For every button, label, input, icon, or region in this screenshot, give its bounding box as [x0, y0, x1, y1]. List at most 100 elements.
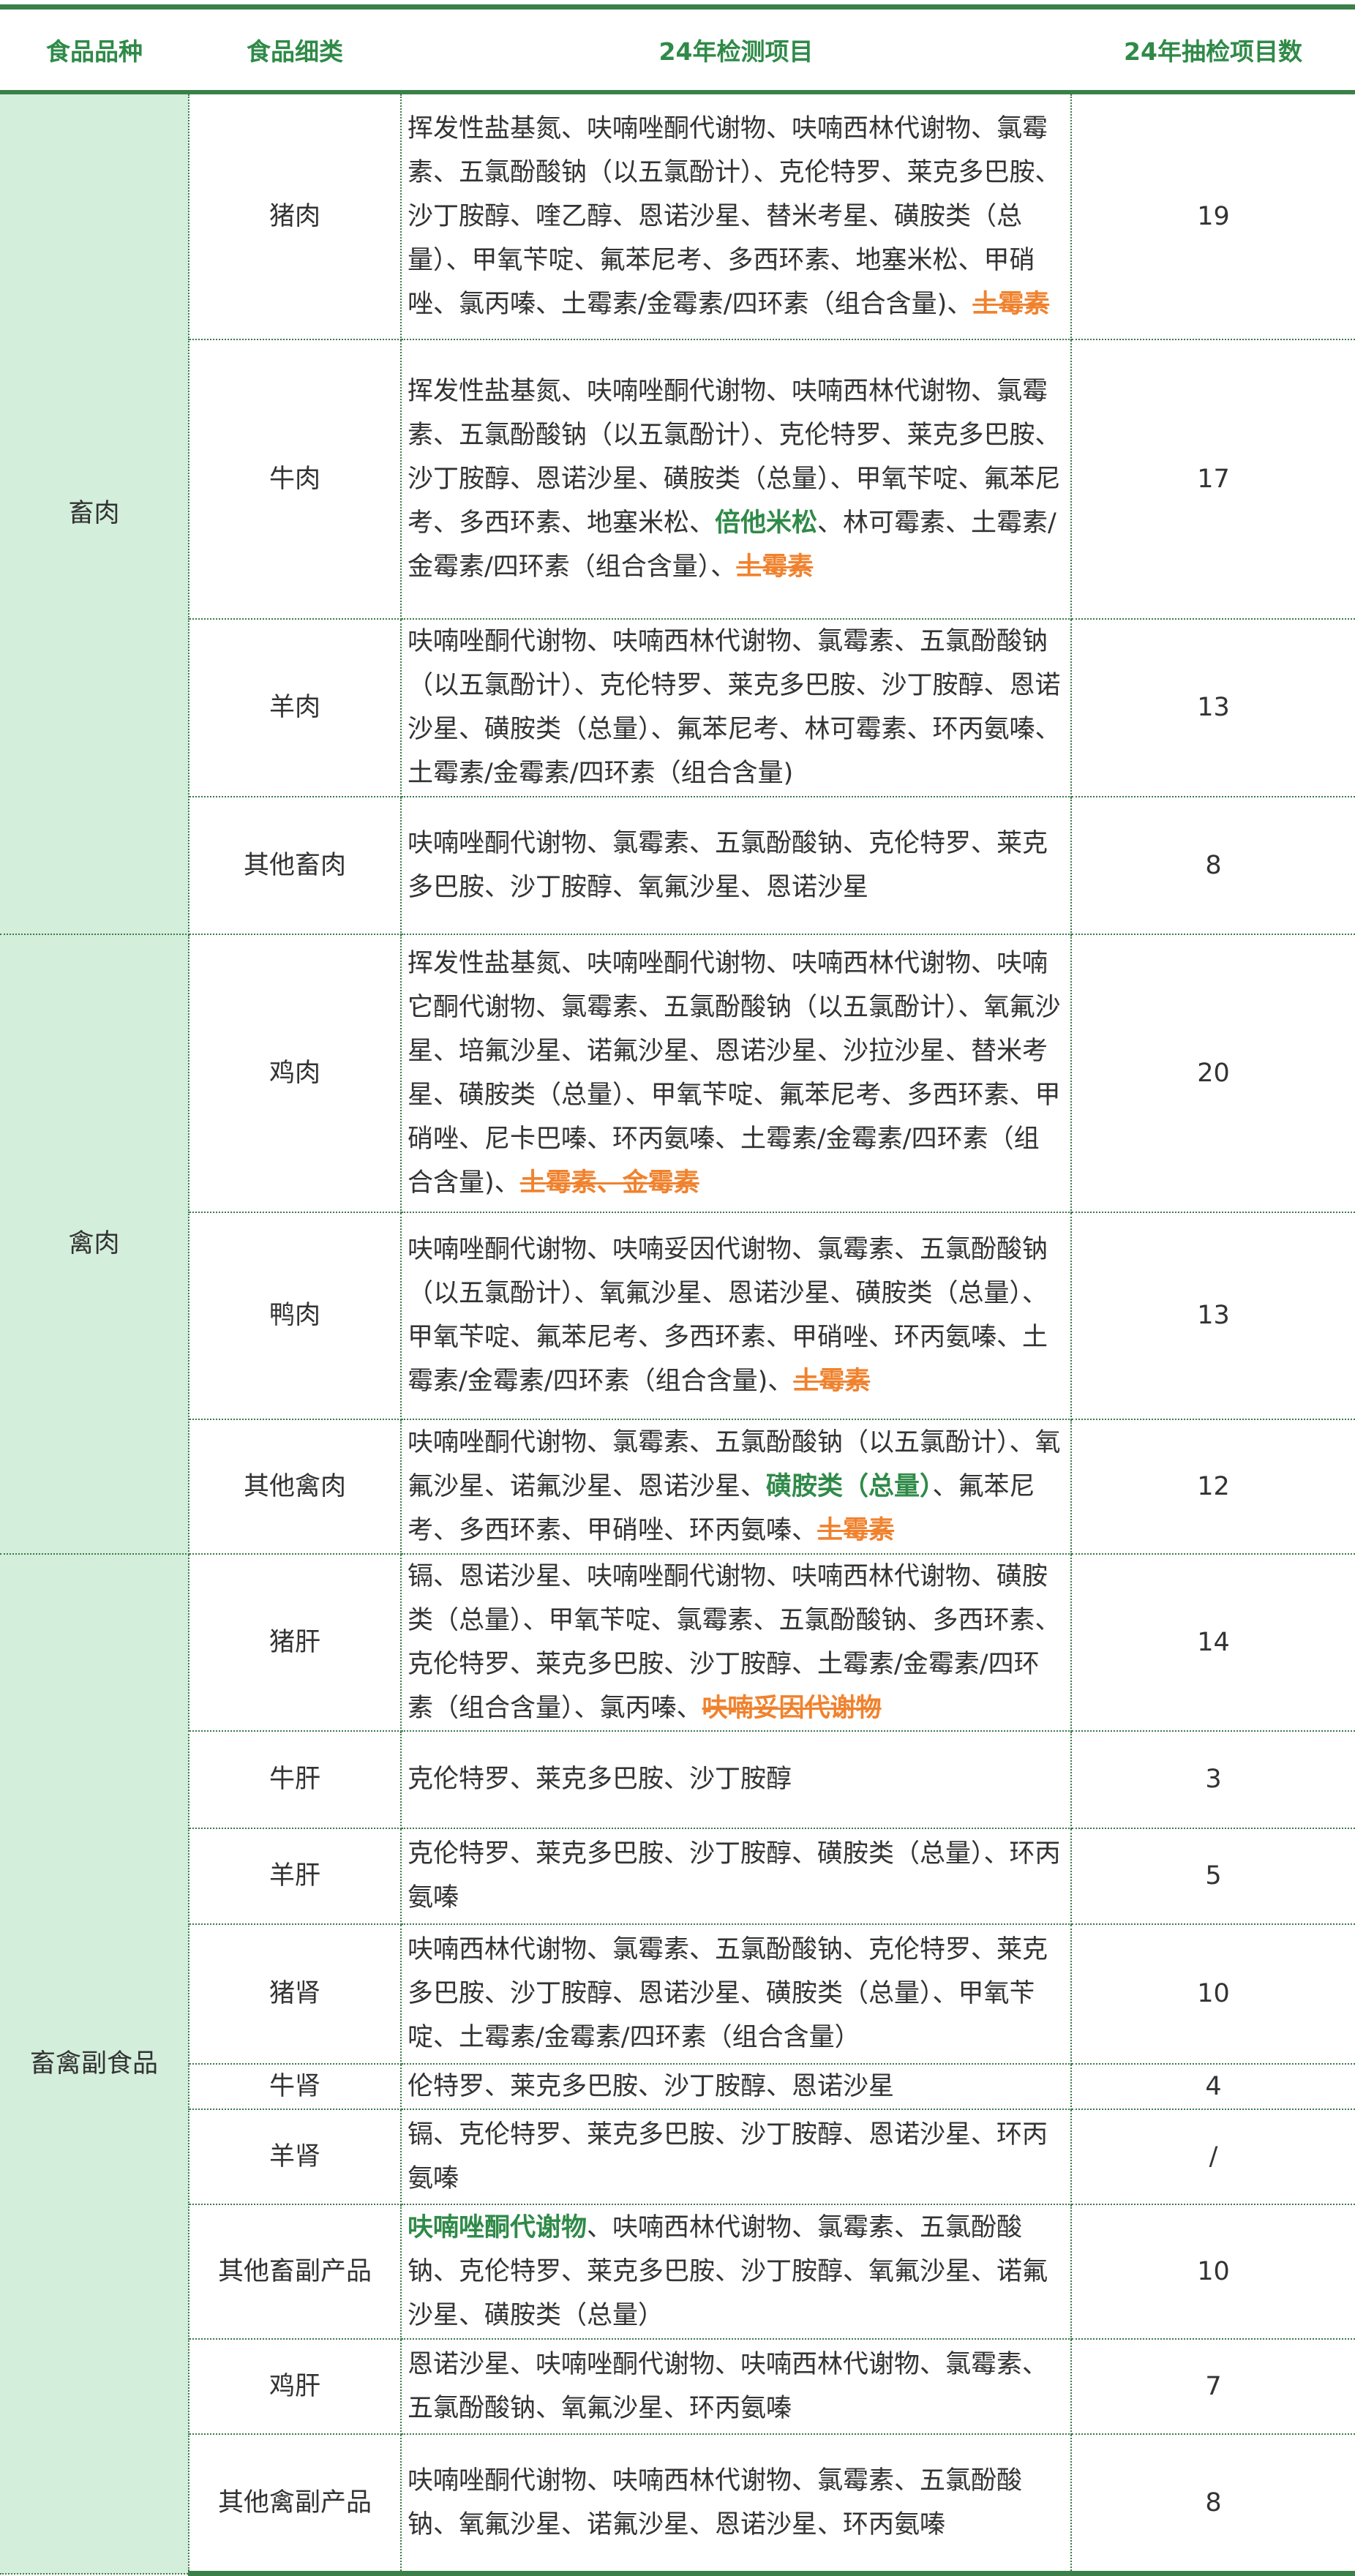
item-count-cell: / — [1070, 2108, 1355, 2205]
header-row: 食品品种 食品细类 24年检测项目 24年抽检项目数 — [0, 4, 1355, 94]
item-count-cell: 13 — [1070, 1211, 1355, 1420]
removed-item: 土霉素 — [793, 1367, 871, 1396]
subcategory-cell: 鸡肝 — [188, 2337, 402, 2435]
test-items-cell: 挥发性盐基氮、呋喃唑酮代谢物、呋喃西林代谢物、氯霉素、五氯酚酸钠（以五氯酚计）、… — [400, 91, 1072, 340]
test-items-cell: 伦特罗、莱克多巴胺、沙丁胺醇、恩诺沙星 — [400, 2062, 1072, 2110]
test-items-cell: 呋喃西林代谢物、氯霉素、五氯酚酸钠、克伦特罗、莱克多巴胺、沙丁胺醇、恩诺沙星、磺… — [400, 1923, 1072, 2065]
test-items-cell: 呋喃唑酮代谢物、呋喃西林代谢物、氯霉素、五氯酚酸钠（以五氯酚计）、克伦特罗、莱克… — [400, 617, 1072, 797]
subcategory-cell: 鸡肉 — [188, 933, 402, 1213]
table-row: 鸭肉 呋喃唑酮代谢物、呋喃妥因代谢物、氯霉素、五氯酚酸钠（以五氯酚计）、氧氟沙星、… — [0, 1211, 1355, 1420]
item-count-cell: 5 — [1070, 1827, 1355, 1925]
item-text: 、林可霉素、土霉素/金霉素/四环素（组合含量）、 — [408, 508, 1056, 582]
removed-item: 呋喃妥因代谢物 — [702, 1693, 882, 1723]
header-count: 24年抽检项目数 — [1071, 4, 1355, 94]
table-row: 其他禽副产品 呋喃唑酮代谢物、呋喃西林代谢物、氯霉素、五氯酚酸钠、氧氟沙星、诺氟沙… — [0, 2433, 1355, 2576]
item-count-cell: 19 — [1070, 91, 1355, 340]
test-items-cell: 镉、克伦特罗、莱克多巴胺、沙丁胺醇、恩诺沙星、环丙氨嗪 — [400, 2108, 1072, 2205]
subcategory-cell: 其他畜肉 — [188, 795, 402, 935]
test-items-cell: 呋喃唑酮代谢物、氯霉素、五氯酚酸钠（以五氯酚计）、氧氟沙星、诺氟沙星、恩诺沙星、… — [400, 1418, 1072, 1555]
item-text: 镉、恩诺沙星、呋喃唑酮代谢物、呋喃西林代谢物、磺胺类（总量）、甲氧苄啶、氯霉素、… — [408, 1561, 1061, 1723]
category-cell: 畜肉 — [0, 91, 189, 935]
item-count-cell: 10 — [1070, 2203, 1355, 2340]
test-items-cell: 呋喃唑酮代谢物、呋喃西林代谢物、氯霉素、五氯酚酸钠、氧氟沙星、诺氟沙星、恩诺沙星… — [400, 2433, 1072, 2576]
test-items-cell: 恩诺沙星、呋喃唑酮代谢物、呋喃西林代谢物、氯霉素、五氯酚酸钠、氧氟沙星、环丙氨嗪 — [400, 2337, 1072, 2435]
test-items-cell: 克伦特罗、莱克多巴胺、沙丁胺醇、磺胺类（总量）、环丙氨嗪 — [400, 1827, 1072, 1925]
header-subcategory: 食品细类 — [189, 4, 401, 94]
test-items-cell: 克伦特罗、莱克多巴胺、沙丁胺醇 — [400, 1730, 1072, 1829]
removed-item: 土霉素 — [972, 289, 1050, 319]
subcategory-cell: 牛肾 — [188, 2062, 402, 2110]
item-text: 伦特罗、莱克多巴胺、沙丁胺醇、恩诺沙星 — [408, 2071, 895, 2101]
subcategory-cell: 牛肝 — [188, 1730, 402, 1829]
table-row: 羊肾 镉、克伦特罗、莱克多巴胺、沙丁胺醇、恩诺沙星、环丙氨嗪 / — [0, 2108, 1355, 2205]
item-text: 呋喃唑酮代谢物、氯霉素、五氯酚酸钠（以五氯酚计）、氧氟沙星、诺氟沙星、恩诺沙星、 — [408, 1427, 1061, 1501]
test-items-cell: 呋喃唑酮代谢物、氯霉素、五氯酚酸钠、克伦特罗、莱克多巴胺、沙丁胺醇、氧氟沙星、恩… — [400, 795, 1072, 935]
item-text: 挥发性盐基氮、呋喃唑酮代谢物、呋喃西林代谢物、氯霉素、五氯酚酸钠（以五氯酚计）、… — [408, 376, 1061, 538]
table-row: 猪肾 呋喃西林代谢物、氯霉素、五氯酚酸钠、克伦特罗、莱克多巴胺、沙丁胺醇、恩诺沙星… — [0, 1923, 1355, 2065]
table-row: 牛肾 伦特罗、莱克多巴胺、沙丁胺醇、恩诺沙星 4 — [0, 2062, 1355, 2110]
subcategory-cell: 鸭肉 — [188, 1211, 402, 1420]
added-item: 倍他米松 — [715, 508, 818, 538]
subcategory-cell: 其他禽副产品 — [188, 2433, 402, 2576]
test-items-cell: 挥发性盐基氮、呋喃唑酮代谢物、呋喃西林代谢物、氯霉素、五氯酚酸钠（以五氯酚计）、… — [400, 338, 1072, 620]
subcategory-cell: 羊肝 — [188, 1827, 402, 1925]
item-text: 呋喃唑酮代谢物、呋喃妥因代谢物、氯霉素、五氯酚酸钠（以五氯酚计）、氧氟沙星、恩诺… — [408, 1235, 1048, 1396]
subcategory-cell: 羊肉 — [188, 617, 402, 797]
test-items-cell: 挥发性盐基氮、呋喃唑酮代谢物、呋喃西林代谢物、呋喃它酮代谢物、氯霉素、五氯酚酸钠… — [400, 933, 1072, 1213]
item-text: 克伦特罗、莱克多巴胺、沙丁胺醇、磺胺类（总量）、环丙氨嗪 — [408, 1839, 1061, 1912]
category-cell: 畜禽副食品 — [0, 1552, 189, 2575]
added-item: 磺胺类（总量） — [766, 1471, 933, 1501]
header-category: 食品品种 — [0, 4, 189, 94]
added-item: 呋喃唑酮代谢物 — [408, 2212, 588, 2242]
item-text: 挥发性盐基氮、呋喃唑酮代谢物、呋喃西林代谢物、氯霉素、五氯酚酸钠（以五氯酚计）、… — [408, 113, 1061, 319]
item-count-cell: 10 — [1070, 1923, 1355, 2065]
table-row: 羊肉 呋喃唑酮代谢物、呋喃西林代谢物、氯霉素、五氯酚酸钠（以五氯酚计）、克伦特罗、… — [0, 617, 1355, 797]
item-text: 、呋喃西林代谢物、氯霉素、五氯酚酸钠、克伦特罗、莱克多巴胺、沙丁胺醇、氧氟沙星、… — [408, 2212, 1048, 2330]
table-row: 畜肉 猪肉 挥发性盐基氮、呋喃唑酮代谢物、呋喃西林代谢物、氯霉素、五氯酚酸钠（以五氯… — [0, 91, 1355, 935]
category-cell: 禽肉 — [0, 933, 189, 1555]
table-row: 牛肉 挥发性盐基氮、呋喃唑酮代谢物、呋喃西林代谢物、氯霉素、五氯酚酸钠（以五氯酚计… — [0, 338, 1355, 620]
item-text: 呋喃唑酮代谢物、氯霉素、五氯酚酸钠、克伦特罗、莱克多巴胺、沙丁胺醇、氧氟沙星、恩… — [408, 828, 1048, 902]
subcategory-cell: 猪肝 — [188, 1552, 402, 1732]
subcategory-cell: 其他畜副产品 — [188, 2203, 402, 2340]
item-count-cell: 13 — [1070, 617, 1355, 797]
table-row: 其他畜副产品 呋喃唑酮代谢物、呋喃西林代谢物、氯霉素、五氯酚酸钠、克伦特罗、莱克多… — [0, 2203, 1355, 2340]
subcategory-cell: 猪肉 — [188, 91, 402, 340]
item-count-cell: 8 — [1070, 2433, 1355, 2576]
table-row: 其他禽肉 呋喃唑酮代谢物、氯霉素、五氯酚酸钠（以五氯酚计）、氧氟沙星、诺氟沙星、恩… — [0, 1418, 1355, 1555]
item-text: 镉、克伦特罗、莱克多巴胺、沙丁胺醇、恩诺沙星、环丙氨嗪 — [408, 2119, 1048, 2193]
test-items-cell: 镉、恩诺沙星、呋喃唑酮代谢物、呋喃西林代谢物、磺胺类（总量）、甲氧苄啶、氯霉素、… — [400, 1552, 1072, 1732]
removed-item: 土霉素 — [736, 552, 814, 582]
table-row: 其他畜肉 呋喃唑酮代谢物、氯霉素、五氯酚酸钠、克伦特罗、莱克多巴胺、沙丁胺醇、氧氟… — [0, 795, 1355, 935]
item-count-cell: 8 — [1070, 795, 1355, 935]
inspection-items-table: 食品品种 食品细类 24年检测项目 24年抽检项目数 畜肉 猪肉 挥发性盐基氮、呋喃… — [0, 4, 1355, 2576]
table-row: 羊肝 克伦特罗、莱克多巴胺、沙丁胺醇、磺胺类（总量）、环丙氨嗪 5 — [0, 1827, 1355, 1925]
table-body: 畜肉 猪肉 挥发性盐基氮、呋喃唑酮代谢物、呋喃西林代谢物、氯霉素、五氯酚酸钠（以五氯… — [0, 91, 1355, 2576]
item-text: 挥发性盐基氮、呋喃唑酮代谢物、呋喃西林代谢物、呋喃它酮代谢物、氯霉素、五氯酚酸钠… — [408, 948, 1061, 1198]
removed-item: 土霉素 — [817, 1515, 895, 1545]
item-count-cell: 20 — [1070, 933, 1355, 1213]
item-count-cell: 17 — [1070, 338, 1355, 620]
test-items-cell: 呋喃唑酮代谢物、呋喃西林代谢物、氯霉素、五氯酚酸钠、克伦特罗、莱克多巴胺、沙丁胺… — [400, 2203, 1072, 2340]
removed-item: 土霉素、金霉素 — [519, 1168, 699, 1198]
subcategory-cell: 羊肾 — [188, 2108, 402, 2205]
item-text: 恩诺沙星、呋喃唑酮代谢物、呋喃西林代谢物、氯霉素、五氯酚酸钠、氧氟沙星、环丙氨嗪 — [408, 2349, 1048, 2423]
item-text: 呋喃西林代谢物、氯霉素、五氯酚酸钠、克伦特罗、莱克多巴胺、沙丁胺醇、恩诺沙星、磺… — [408, 1935, 1048, 2052]
subcategory-cell: 牛肉 — [188, 338, 402, 620]
item-count-cell: 7 — [1070, 2337, 1355, 2435]
header-items: 24年检测项目 — [401, 4, 1071, 94]
subcategory-cell: 其他禽肉 — [188, 1418, 402, 1555]
item-text: 呋喃唑酮代谢物、呋喃西林代谢物、氯霉素、五氯酚酸钠、氧氟沙星、诺氟沙星、恩诺沙星… — [408, 2466, 1023, 2539]
table-row: 牛肝 克伦特罗、莱克多巴胺、沙丁胺醇 3 — [0, 1730, 1355, 1829]
item-count-cell: 4 — [1070, 2062, 1355, 2110]
table-row: 禽肉 鸡肉 挥发性盐基氮、呋喃唑酮代谢物、呋喃西林代谢物、呋喃它酮代谢物、氯霉素、五… — [0, 933, 1355, 1555]
test-items-cell: 呋喃唑酮代谢物、呋喃妥因代谢物、氯霉素、五氯酚酸钠（以五氯酚计）、氧氟沙星、恩诺… — [400, 1211, 1072, 1420]
table-row: 畜禽副食品 猪肝 镉、恩诺沙星、呋喃唑酮代谢物、呋喃西林代谢物、磺胺类（总量）、甲氧… — [0, 1552, 1355, 2575]
item-text: 克伦特罗、莱克多巴胺、沙丁胺醇 — [408, 1765, 792, 1794]
item-count-cell: 3 — [1070, 1730, 1355, 1829]
item-text: 呋喃唑酮代谢物、呋喃西林代谢物、氯霉素、五氯酚酸钠（以五氯酚计）、克伦特罗、莱克… — [408, 627, 1061, 788]
item-count-cell: 12 — [1070, 1418, 1355, 1555]
table-row: 鸡肝 恩诺沙星、呋喃唑酮代谢物、呋喃西林代谢物、氯霉素、五氯酚酸钠、氧氟沙星、环丙… — [0, 2337, 1355, 2435]
item-count-cell: 14 — [1070, 1552, 1355, 1732]
subcategory-cell: 猪肾 — [188, 1923, 402, 2065]
